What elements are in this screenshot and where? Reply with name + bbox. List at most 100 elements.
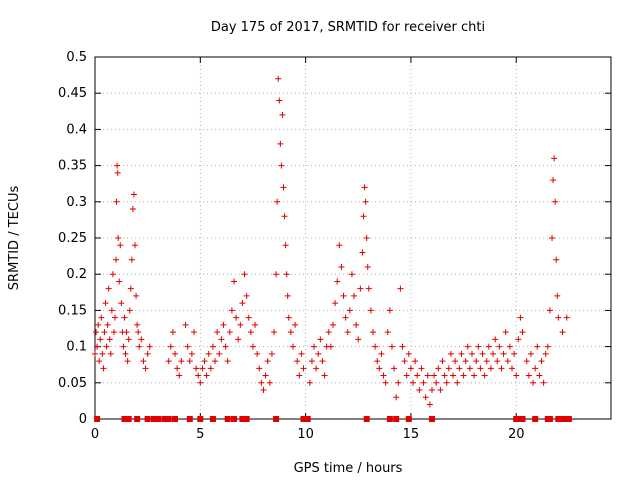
data-point-marker (256, 365, 263, 372)
data-point-marker (146, 343, 153, 350)
data-point-marker (109, 271, 116, 278)
data-point-marker (523, 358, 530, 365)
data-point-marker (498, 365, 505, 372)
data-point-marker (264, 358, 271, 365)
data-point-marker (437, 387, 444, 394)
y-tick-label: 0.25 (58, 231, 87, 246)
data-point-marker (266, 379, 273, 386)
data-point-marker (519, 329, 526, 336)
data-point-marker (393, 394, 400, 401)
data-point-marker (397, 285, 404, 292)
zero-value-marker (155, 416, 162, 422)
data-point-marker (454, 379, 461, 386)
data-point-marker (370, 329, 377, 336)
data-point-marker (554, 292, 561, 299)
data-point-marker (435, 365, 442, 372)
data-point-marker (405, 350, 412, 357)
data-point-marker (363, 235, 370, 241)
data-point-marker (532, 365, 539, 372)
data-point-marker (133, 292, 140, 299)
zero-value-marker (172, 416, 179, 422)
data-point-marker (284, 292, 291, 299)
data-point-marker (294, 358, 301, 365)
data-point-marker (285, 314, 292, 321)
y-tick-label: 0.1 (66, 340, 87, 355)
data-point-marker (296, 372, 303, 379)
data-point-marker (527, 350, 534, 357)
zero-value-marker (224, 416, 231, 422)
x-tick-label: 5 (196, 427, 204, 442)
zero-value-marker (428, 416, 435, 422)
data-point-marker (209, 343, 216, 350)
data-point-marker (540, 379, 547, 386)
data-point-marker (201, 358, 208, 365)
data-point-marker (477, 365, 484, 372)
data-point-marker (228, 307, 235, 314)
data-point-marker (506, 343, 513, 350)
data-point-marker (327, 343, 334, 350)
data-point-marker (441, 372, 448, 379)
data-point-marker (546, 307, 553, 314)
data-point-marker (386, 307, 393, 314)
data-point-marker (186, 358, 193, 365)
data-point-marker (122, 350, 129, 357)
data-point-marker (101, 329, 108, 336)
data-point-marker (280, 184, 287, 191)
data-point-marker (376, 365, 383, 372)
zero-value-marker (363, 416, 370, 422)
data-point-marker (239, 300, 246, 307)
data-point-marker (384, 329, 391, 336)
data-point-marker (416, 387, 423, 394)
data-point-marker (260, 387, 267, 394)
zero-value-marker (144, 416, 151, 422)
data-point-marker (174, 365, 181, 372)
x-tick-label: 15 (403, 427, 420, 442)
data-point-marker (439, 358, 446, 365)
data-point-marker (361, 184, 368, 191)
data-point-marker (197, 379, 204, 386)
data-point-marker (403, 372, 410, 379)
data-point-marker (342, 314, 349, 321)
data-point-marker (237, 321, 244, 328)
zero-value-marker (565, 416, 572, 422)
x-tick-label: 0 (91, 427, 99, 442)
data-point-marker (534, 343, 541, 350)
data-point-marker (452, 358, 459, 365)
data-point-marker (108, 307, 115, 314)
data-point-marker (374, 358, 381, 365)
data-point-marker (315, 350, 322, 357)
data-point-marker (103, 343, 110, 350)
ticks (94, 56, 611, 420)
data-point-marker (500, 350, 507, 357)
data-point-marker (479, 350, 486, 357)
data-point-marker (380, 372, 387, 379)
data-point-marker (235, 336, 242, 343)
y-tick-label: 0.4 (66, 122, 87, 137)
data-point-marker (276, 97, 283, 104)
data-point-marker (555, 314, 562, 321)
data-point-marker (247, 329, 254, 336)
data-point-marker (126, 307, 133, 314)
data-point-marker (115, 235, 122, 241)
data-point-marker (277, 140, 284, 147)
data-point-marker (424, 372, 431, 379)
zero-value-marker (239, 416, 246, 422)
data-point-marker (511, 350, 518, 357)
data-point-marker (456, 365, 463, 372)
data-point-marker (292, 321, 299, 328)
zero-value-marker (519, 416, 526, 422)
data-point-marker (92, 350, 98, 357)
data-point-marker (466, 365, 473, 372)
data-point-marker (462, 358, 469, 365)
data-point-marker (412, 358, 419, 365)
data-point-marker (125, 336, 132, 343)
data-point-marker (552, 198, 559, 205)
data-point-marker (353, 321, 360, 328)
zero-value-marker (386, 416, 393, 422)
data-point-marker (348, 271, 355, 278)
data-point-marker (102, 300, 109, 307)
data-point-marker (132, 242, 139, 249)
data-point-marker (216, 350, 223, 357)
data-point-marker (104, 321, 111, 328)
